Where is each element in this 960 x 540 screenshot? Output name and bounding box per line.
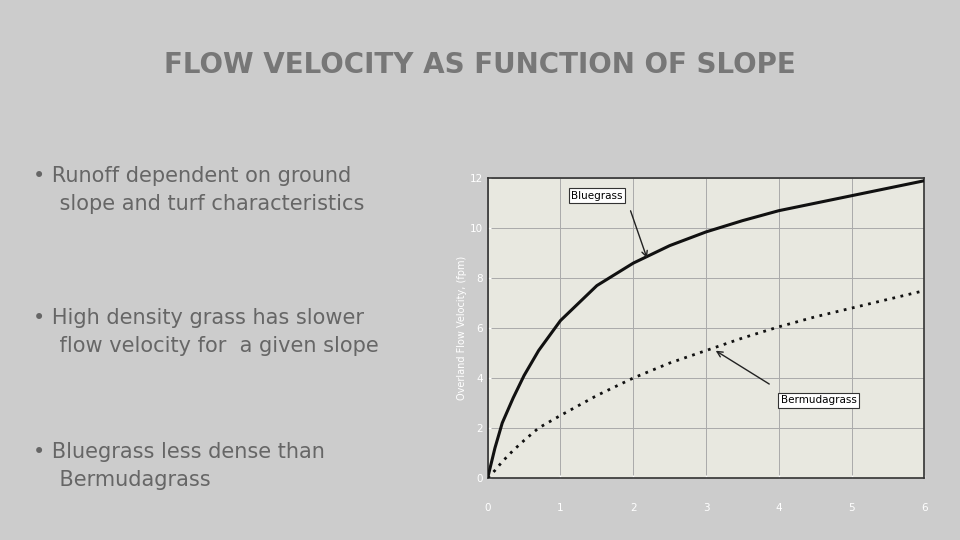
Text: • Bluegrass less dense than
    Bermudagrass: • Bluegrass less dense than Bermudagrass (33, 442, 324, 490)
Y-axis label: Overland Flow Velocity, (fpm): Overland Flow Velocity, (fpm) (457, 256, 467, 400)
Text: • High density grass has slower
    flow velocity for  a given slope: • High density grass has slower flow vel… (33, 308, 379, 356)
Text: FLOW VELOCITY AS FUNCTION OF SLOPE: FLOW VELOCITY AS FUNCTION OF SLOPE (164, 51, 796, 79)
Text: Bermudagrass: Bermudagrass (781, 395, 857, 406)
Text: Bluegrass: Bluegrass (571, 191, 623, 201)
Text: • Runoff dependent on ground
    slope and turf characteristics: • Runoff dependent on ground slope and t… (33, 166, 365, 214)
